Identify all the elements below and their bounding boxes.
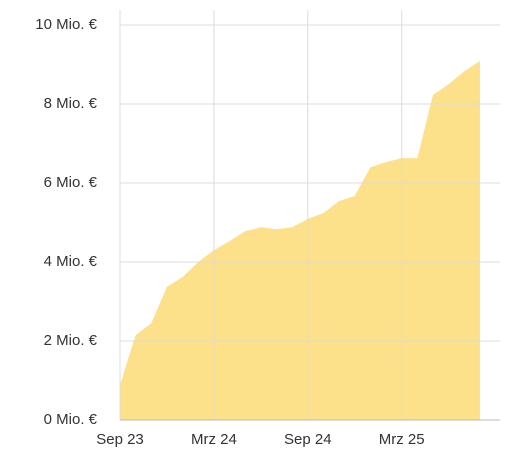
x-tick-label: Sep 23 xyxy=(96,431,144,448)
x-tick-label: Mrz 25 xyxy=(379,431,425,448)
y-tick-label: 6 Mio. € xyxy=(44,174,98,191)
y-tick-label: 10 Mio. € xyxy=(35,16,97,33)
x-tick-label: Sep 24 xyxy=(284,431,332,448)
y-tick-label: 2 Mio. € xyxy=(44,332,98,349)
area xyxy=(120,60,480,420)
y-tick-label: 8 Mio. € xyxy=(44,95,98,112)
x-tick-label: Mrz 24 xyxy=(191,431,237,448)
y-tick-label: 4 Mio. € xyxy=(44,253,98,270)
y-tick-label: 0 Mio. € xyxy=(44,411,98,428)
